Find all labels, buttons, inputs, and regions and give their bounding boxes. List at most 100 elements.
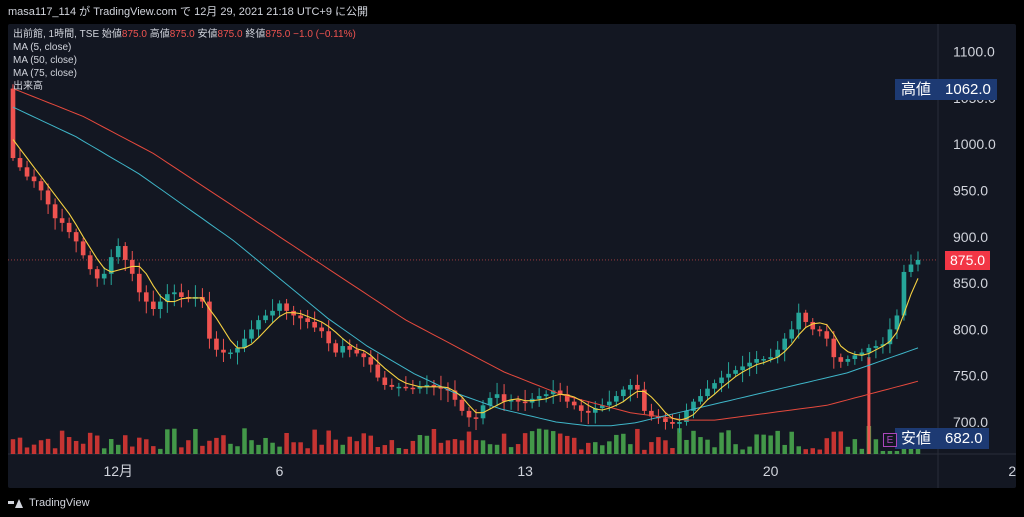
candle[interactable] bbox=[214, 331, 219, 357]
candle[interactable] bbox=[59, 208, 65, 232]
candle[interactable] bbox=[536, 388, 542, 407]
candle[interactable] bbox=[866, 344, 872, 360]
candle[interactable] bbox=[87, 250, 93, 275]
candle[interactable] bbox=[747, 352, 752, 377]
candle[interactable] bbox=[578, 399, 584, 423]
candle[interactable] bbox=[291, 305, 296, 326]
candle[interactable] bbox=[908, 254, 914, 278]
legend-ma50[interactable]: MA (50, close) bbox=[13, 55, 77, 66]
candle[interactable] bbox=[487, 392, 493, 410]
candle[interactable] bbox=[424, 375, 430, 395]
candle[interactable] bbox=[649, 403, 654, 421]
candle[interactable] bbox=[207, 291, 212, 349]
candle[interactable] bbox=[319, 321, 324, 338]
earnings-event-badge[interactable]: E bbox=[883, 433, 897, 447]
candle[interactable] bbox=[326, 320, 332, 352]
candle[interactable] bbox=[340, 338, 346, 358]
candle[interactable] bbox=[347, 339, 353, 358]
candle[interactable] bbox=[375, 353, 381, 382]
candle[interactable] bbox=[263, 309, 268, 324]
candle[interactable] bbox=[108, 249, 114, 285]
candle[interactable] bbox=[635, 374, 640, 399]
candle[interactable] bbox=[284, 298, 289, 320]
candle[interactable] bbox=[719, 370, 724, 393]
candle[interactable] bbox=[775, 341, 780, 364]
candle[interactable] bbox=[824, 323, 830, 347]
candle[interactable] bbox=[614, 390, 619, 407]
candle[interactable] bbox=[733, 365, 738, 377]
candle[interactable] bbox=[543, 390, 549, 403]
candle[interactable] bbox=[515, 395, 521, 411]
candle[interactable] bbox=[143, 285, 149, 314]
candle[interactable] bbox=[368, 350, 374, 373]
candle[interactable] bbox=[642, 381, 647, 415]
candle[interactable] bbox=[277, 300, 282, 318]
candle[interactable] bbox=[887, 318, 893, 354]
candle[interactable] bbox=[880, 337, 886, 354]
candle[interactable] bbox=[115, 238, 121, 264]
candle[interactable] bbox=[45, 183, 51, 214]
candle[interactable] bbox=[389, 378, 395, 390]
candle[interactable] bbox=[24, 160, 30, 181]
candle[interactable] bbox=[256, 315, 261, 338]
candle[interactable] bbox=[242, 329, 247, 353]
candle[interactable] bbox=[410, 379, 416, 395]
legend-ma75[interactable]: MA (75, close) bbox=[13, 68, 77, 79]
candle[interactable] bbox=[508, 394, 514, 410]
candle[interactable] bbox=[782, 333, 788, 362]
candle[interactable] bbox=[894, 309, 900, 340]
candle[interactable] bbox=[852, 351, 858, 365]
candle[interactable] bbox=[382, 371, 388, 390]
candle[interactable] bbox=[17, 149, 23, 171]
candle[interactable] bbox=[80, 237, 86, 259]
candle[interactable] bbox=[179, 283, 184, 308]
candle[interactable] bbox=[361, 350, 367, 367]
candle[interactable] bbox=[789, 321, 795, 343]
candle[interactable] bbox=[305, 309, 310, 329]
ma75-line[interactable] bbox=[12, 88, 919, 421]
footer-brand[interactable]: TradingView bbox=[8, 494, 90, 512]
candle[interactable] bbox=[754, 350, 759, 374]
candle[interactable] bbox=[52, 198, 58, 230]
candle[interactable] bbox=[270, 299, 275, 324]
candle[interactable] bbox=[564, 385, 570, 408]
candle[interactable] bbox=[445, 382, 451, 403]
candle[interactable] bbox=[235, 340, 240, 365]
candle[interactable] bbox=[221, 338, 226, 362]
candle[interactable] bbox=[165, 284, 170, 313]
candle[interactable] bbox=[31, 169, 37, 188]
candle[interactable] bbox=[186, 290, 191, 303]
candle[interactable] bbox=[228, 349, 233, 359]
candle[interactable] bbox=[726, 362, 731, 389]
candle[interactable] bbox=[333, 339, 339, 357]
candle[interactable] bbox=[396, 382, 402, 397]
candle[interactable] bbox=[298, 309, 303, 330]
candle[interactable] bbox=[136, 262, 142, 302]
candle[interactable] bbox=[698, 389, 703, 405]
candle[interactable] bbox=[494, 382, 500, 407]
candle[interactable] bbox=[712, 379, 717, 395]
candle[interactable] bbox=[312, 311, 317, 332]
ma50-line[interactable] bbox=[12, 106, 919, 427]
candle[interactable] bbox=[101, 266, 107, 285]
candle[interactable] bbox=[94, 266, 100, 287]
candle[interactable] bbox=[501, 384, 507, 411]
candle[interactable] bbox=[66, 217, 72, 239]
candle[interactable] bbox=[557, 382, 563, 402]
legend-volume[interactable]: 出来高 bbox=[13, 81, 43, 92]
candle[interactable] bbox=[122, 242, 128, 272]
candle[interactable] bbox=[592, 401, 598, 424]
candle[interactable] bbox=[158, 294, 163, 319]
candle[interactable] bbox=[249, 320, 254, 343]
candle[interactable] bbox=[803, 309, 809, 328]
candle[interactable] bbox=[915, 251, 921, 272]
candle[interactable] bbox=[621, 386, 626, 403]
candle[interactable] bbox=[838, 353, 844, 368]
candle[interactable] bbox=[38, 178, 44, 201]
candle[interactable] bbox=[550, 380, 556, 404]
candle[interactable] bbox=[901, 264, 907, 321]
candle[interactable] bbox=[10, 84, 16, 161]
candle[interactable] bbox=[354, 343, 360, 357]
candle[interactable] bbox=[817, 326, 823, 337]
candle[interactable] bbox=[459, 396, 465, 416]
